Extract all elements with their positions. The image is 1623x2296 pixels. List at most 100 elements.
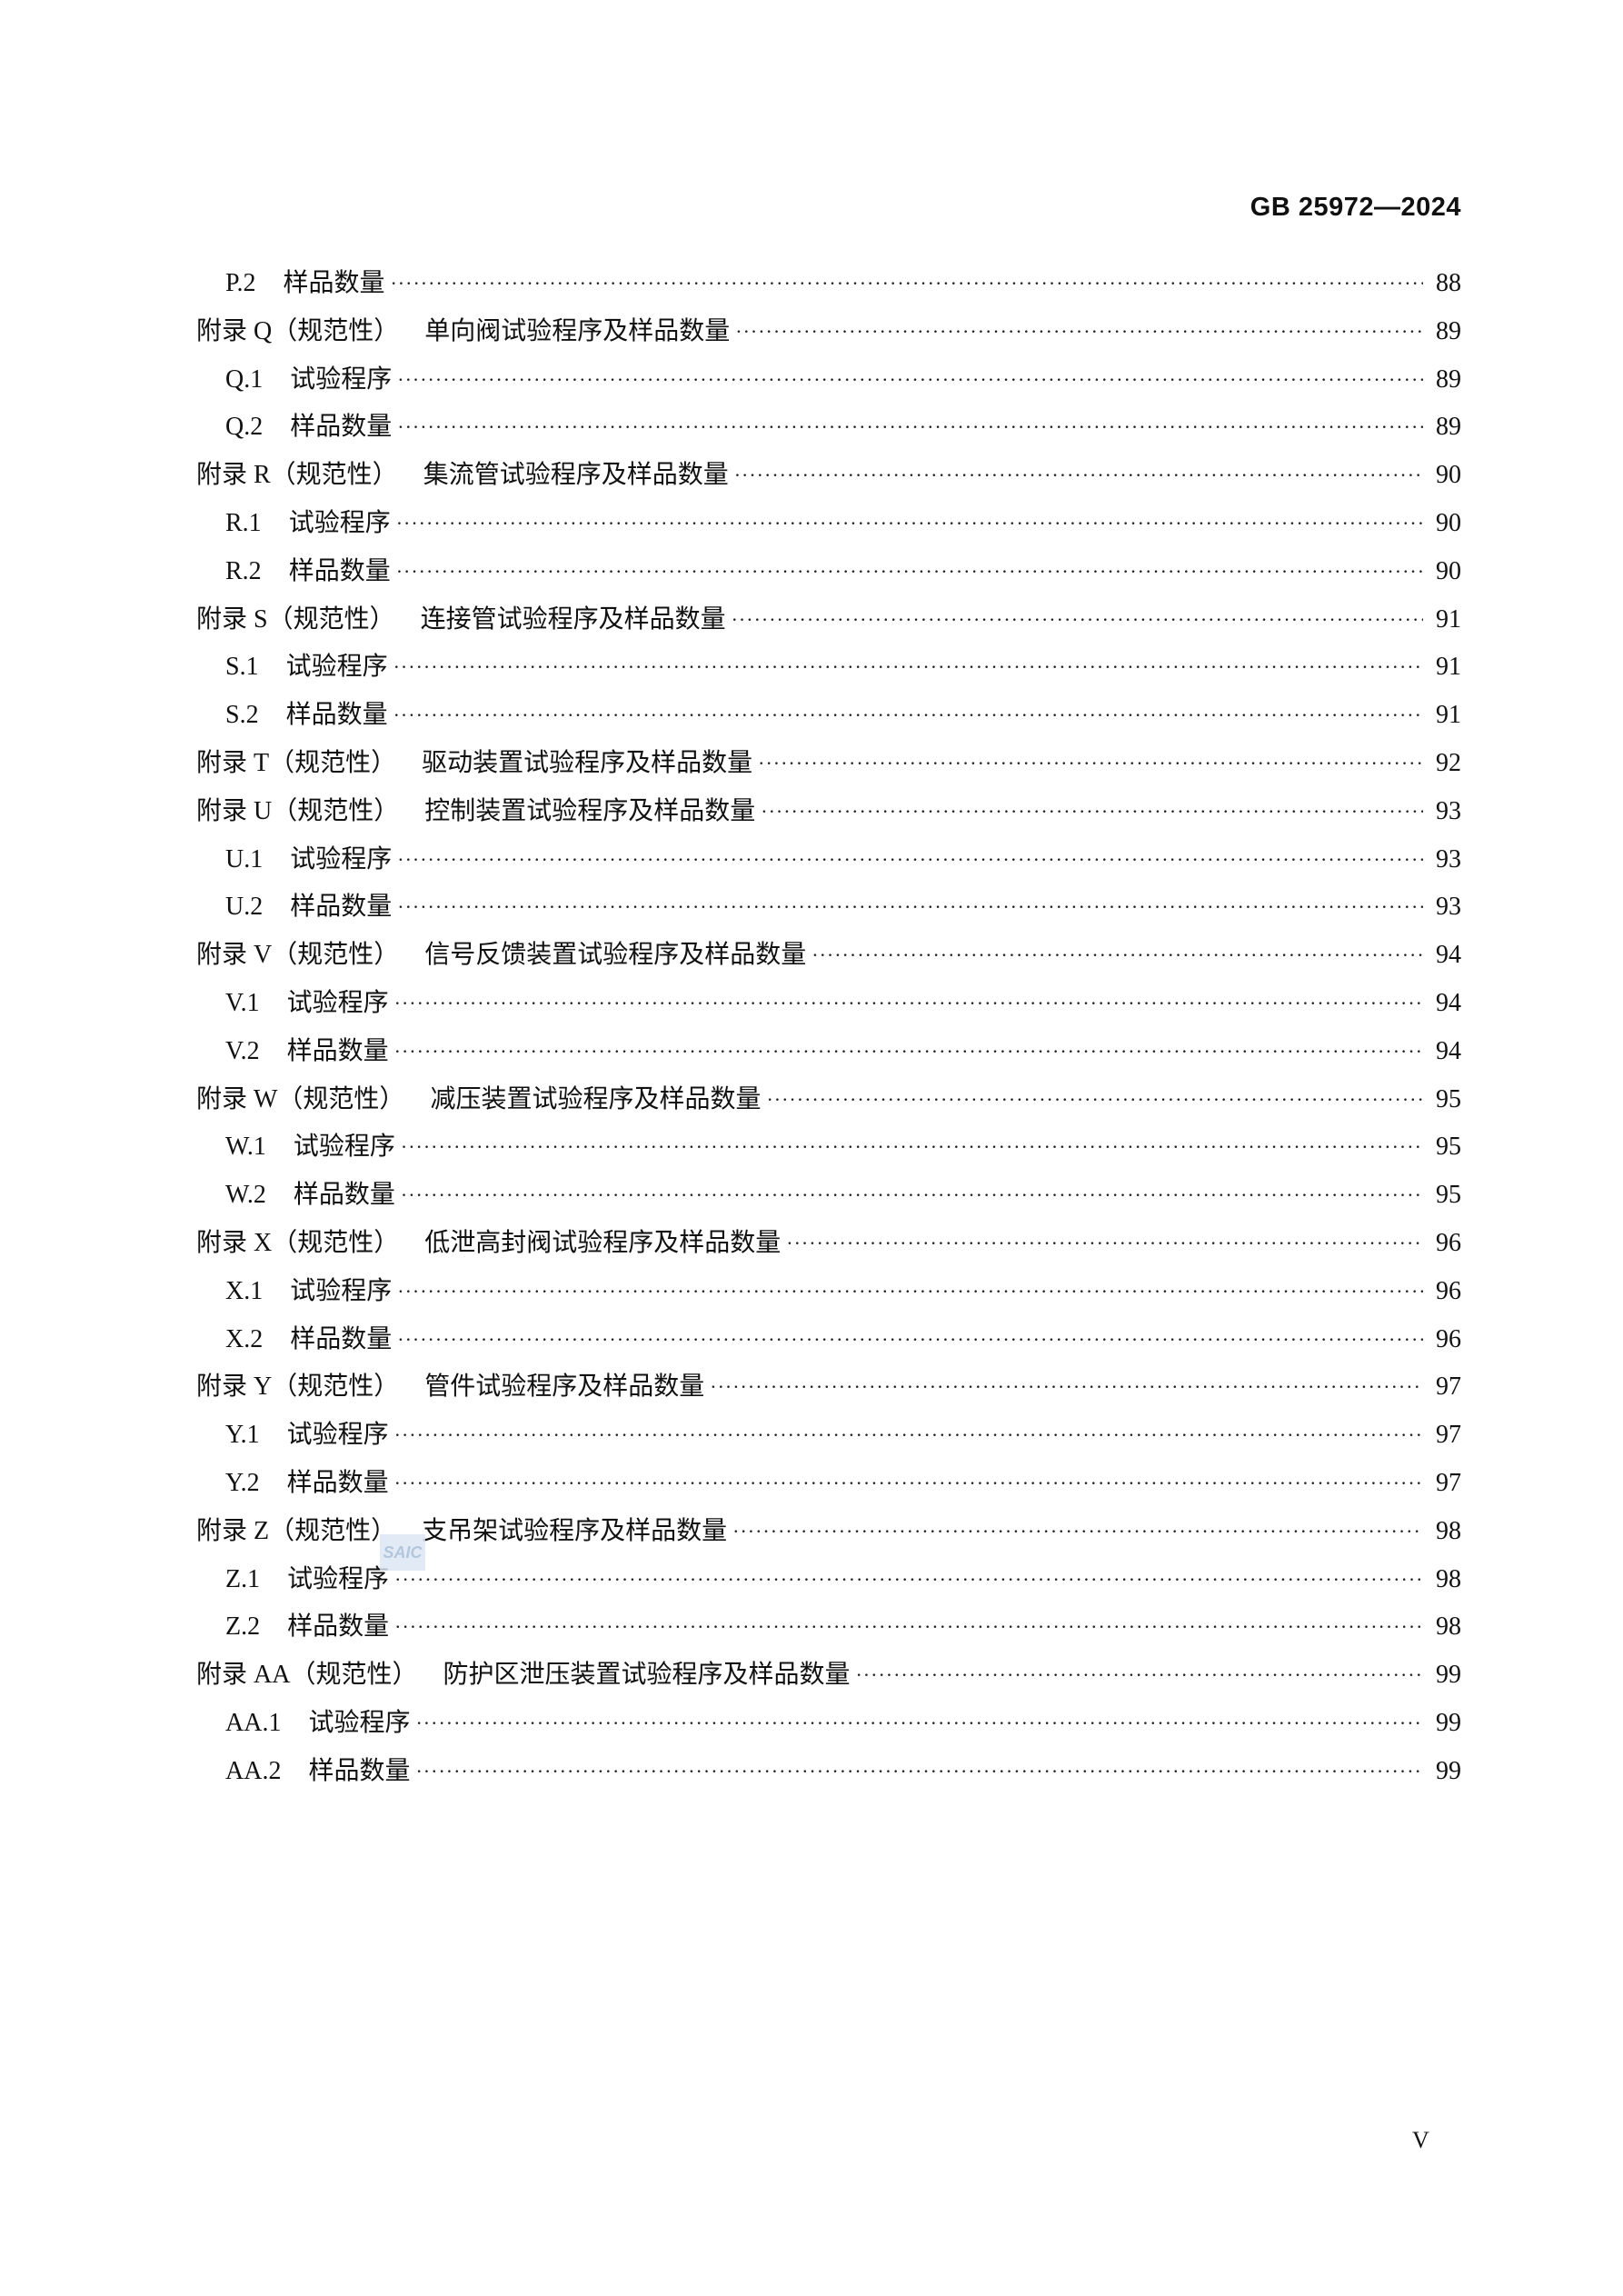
toc-entry-code: S.1 xyxy=(225,653,259,682)
toc-entry-title: 试验程序 xyxy=(293,1133,395,1162)
toc-entry-section[interactable]: X.1 试验程序 96 xyxy=(225,1273,1461,1310)
toc-entry-title: 样品数量 xyxy=(290,413,393,442)
standard-number-header: GB 25972—2024 xyxy=(1250,193,1461,222)
dot-leader xyxy=(415,1705,1423,1742)
toc-entry-section[interactable]: Y.1 试验程序 97 xyxy=(225,1417,1461,1453)
toc-entry-section[interactable]: V.2 样品数量 94 xyxy=(225,1033,1461,1070)
toc-entry-section[interactable]: X.2 样品数量 96 xyxy=(225,1322,1461,1358)
toc-entry-code: W.2 xyxy=(225,1181,266,1210)
toc-entry-section[interactable]: S.1 试验程序 91 xyxy=(225,649,1461,685)
dot-leader xyxy=(710,1369,1423,1405)
toc-entry-title: 样品数量 xyxy=(287,1612,390,1642)
dot-leader xyxy=(786,1225,1423,1262)
dot-leader xyxy=(735,314,1423,350)
toc-entry-section[interactable]: W.1 试验程序 95 xyxy=(225,1129,1461,1165)
toc-entry-code: X.1 xyxy=(225,1276,264,1305)
toc-entry-code: Y.1 xyxy=(225,1421,260,1450)
toc-entry-title: 样品数量 xyxy=(308,1756,411,1785)
dot-leader xyxy=(855,1657,1423,1693)
toc-entry-section[interactable]: Y.2 样品数量 97 xyxy=(225,1465,1461,1502)
toc-entry-section[interactable]: Z.2 样品数量 98 xyxy=(225,1609,1461,1645)
toc-entry-code: U.2 xyxy=(225,893,264,922)
toc-entry-page: 91 xyxy=(1436,653,1461,682)
toc-entry-section[interactable]: U.1 试验程序 93 xyxy=(225,842,1461,878)
toc-entry-page: 98 xyxy=(1436,1516,1461,1545)
dot-leader xyxy=(401,1177,1423,1213)
toc-entry-code: S.2 xyxy=(225,701,259,730)
toc-entry-appendix[interactable]: 附录 V（规范性） 信号反馈装置试验程序及样品数量 94 xyxy=(196,937,1461,973)
toc-entry-page: 93 xyxy=(1436,844,1461,873)
toc-entry-code: 附录 Y（规范性） xyxy=(196,1373,400,1402)
toc-entry-appendix[interactable]: 附录 Y（规范性） 管件试验程序及样品数量 97 xyxy=(196,1369,1461,1405)
watermark-logo: SAIC xyxy=(380,1534,425,1571)
dot-leader xyxy=(397,889,1423,925)
toc-entry-appendix[interactable]: 附录 AA（规范性） 防护区泄压装置试验程序及样品数量 99 xyxy=(196,1657,1461,1693)
dot-leader xyxy=(397,1322,1423,1358)
toc-entry-title: 样品数量 xyxy=(290,1324,393,1353)
toc-entry-appendix[interactable]: 附录 S（规范性） 连接管试验程序及样品数量 91 xyxy=(196,602,1461,638)
toc-entry-page: 94 xyxy=(1436,1036,1461,1065)
toc-entry-appendix[interactable]: 附录 Z（规范性） 支吊架试验程序及样品数量 98 xyxy=(196,1513,1461,1550)
toc-entry-code: Z.2 xyxy=(225,1612,261,1642)
toc-entry-page: 99 xyxy=(1436,1756,1461,1785)
toc-entry-page: 90 xyxy=(1436,556,1461,585)
toc-entry-title: 集流管试验程序及样品数量 xyxy=(423,461,729,490)
toc-entry-appendix[interactable]: 附录 X（规范性） 低泄高封阀试验程序及样品数量 96 xyxy=(196,1225,1461,1262)
toc-entry-code: R.1 xyxy=(225,509,262,537)
toc-entry-title: 减压装置试验程序及样品数量 xyxy=(430,1084,762,1113)
toc-entry-section[interactable]: V.1 试验程序 94 xyxy=(225,985,1461,1022)
toc-entry-section[interactable]: Q.2 样品数量 89 xyxy=(225,409,1461,445)
page-number: V xyxy=(1412,2127,1429,2153)
toc-entry-appendix[interactable]: 附录 T（规范性） 驱动装置试验程序及样品数量 92 xyxy=(196,745,1461,782)
dot-leader xyxy=(390,265,1423,302)
toc-entry-page: 90 xyxy=(1436,509,1461,537)
toc-entry-code: 附录 Q（规范性） xyxy=(196,316,400,345)
toc-entry-page: 98 xyxy=(1436,1612,1461,1642)
toc-entry-page: 97 xyxy=(1436,1469,1461,1497)
toc-entry-code: AA.1 xyxy=(225,1709,282,1737)
toc-entry-code: Q.1 xyxy=(225,364,264,394)
toc-entry-title: 防护区泄压装置试验程序及样品数量 xyxy=(443,1661,851,1690)
toc-entry-page: 96 xyxy=(1436,1229,1461,1257)
toc-entry-section[interactable]: R.2 样品数量 90 xyxy=(225,554,1461,590)
toc-entry-appendix[interactable]: 附录 U（规范性） 控制装置试验程序及样品数量 93 xyxy=(196,794,1461,830)
toc-entry-page: 95 xyxy=(1436,1084,1461,1113)
dot-leader xyxy=(394,1033,1423,1070)
toc-entry-code: X.2 xyxy=(225,1324,264,1353)
toc-entry-page: 97 xyxy=(1436,1373,1461,1402)
toc-entry-page: 88 xyxy=(1436,269,1461,297)
dot-leader xyxy=(394,1417,1423,1453)
toc-entry-section[interactable]: U.2 样品数量 93 xyxy=(225,889,1461,925)
toc-entry-appendix[interactable]: 附录 W（规范性） 减压装置试验程序及样品数量 95 xyxy=(196,1082,1461,1118)
toc-entry-title: 试验程序 xyxy=(286,989,389,1017)
toc-entry-title: 管件试验程序及样品数量 xyxy=(424,1373,705,1402)
toc-entry-code: 附录 U（规范性） xyxy=(196,796,400,825)
dot-leader xyxy=(393,649,1423,685)
toc-entry-page: 99 xyxy=(1436,1709,1461,1737)
toc-entry-appendix[interactable]: 附录 R（规范性） 集流管试验程序及样品数量 90 xyxy=(196,457,1461,494)
toc-entry-appendix[interactable]: 附录 Q（规范性） 单向阀试验程序及样品数量 89 xyxy=(196,314,1461,350)
toc-entry-section[interactable]: AA.1 试验程序 99 xyxy=(225,1705,1461,1742)
toc-entry-section[interactable]: W.2 样品数量 95 xyxy=(225,1177,1461,1213)
toc-entry-page: 92 xyxy=(1436,749,1461,777)
toc-entry-code: 附录 T（规范性） xyxy=(196,749,397,777)
toc-entry-code: 附录 W（规范性） xyxy=(196,1084,405,1113)
toc-entry-title: 样品数量 xyxy=(288,556,391,585)
toc-entry-page: 94 xyxy=(1436,941,1461,970)
toc-entry-title: 试验程序 xyxy=(308,1709,411,1737)
dot-leader xyxy=(397,362,1423,398)
toc-entry-section[interactable]: Q.1 试验程序 89 xyxy=(225,362,1461,398)
dot-leader xyxy=(396,554,1423,590)
toc-entry-section[interactable]: S.2 样品数量 91 xyxy=(225,697,1461,734)
toc-entry-title: 样品数量 xyxy=(286,1036,389,1065)
toc-entry-section[interactable]: Z.1 试验程序 98 xyxy=(225,1562,1461,1598)
toc-entry-section[interactable]: P.2 样品数量 88 xyxy=(225,265,1461,302)
toc-entry-code: Q.2 xyxy=(225,413,264,442)
toc-entry-page: 98 xyxy=(1436,1564,1461,1593)
toc-entry-title: 试验程序 xyxy=(285,653,388,682)
toc-entry-code: V.2 xyxy=(225,1036,260,1065)
toc-entry-page: 97 xyxy=(1436,1421,1461,1450)
toc-entry-section[interactable]: R.1 试验程序 90 xyxy=(225,505,1461,542)
toc-entry-section[interactable]: AA.2 样品数量 99 xyxy=(225,1753,1461,1790)
toc-entry-title: 低泄高封阀试验程序及样品数量 xyxy=(424,1229,782,1257)
